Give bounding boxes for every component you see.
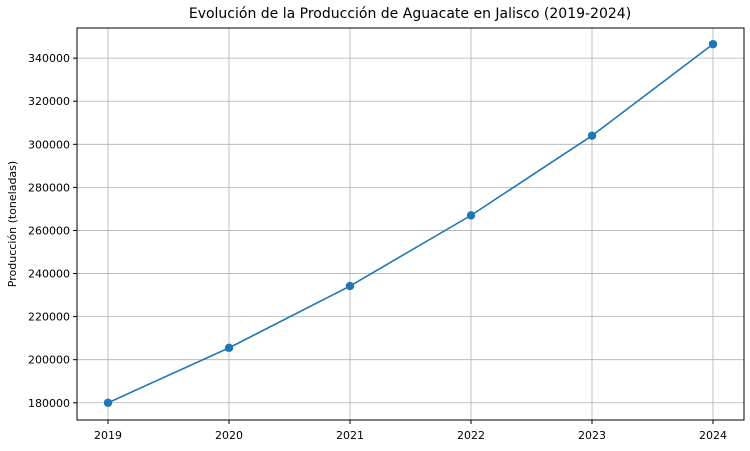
- y-tick-label: 320000: [28, 95, 70, 108]
- data-point: [345, 281, 355, 291]
- series-layer: [103, 39, 718, 407]
- y-tick-label: 200000: [28, 354, 70, 367]
- y-tick-label: 300000: [28, 138, 70, 151]
- y-axis: 180000 200000 220000 240000 260000 280000 3000…: [28, 52, 77, 410]
- y-tick-label: 240000: [28, 268, 70, 281]
- y-tick-label: 180000: [28, 397, 70, 410]
- y-tick-label: 340000: [28, 52, 70, 65]
- axes-frame: [76, 27, 745, 421]
- x-tick-label: 2021: [336, 429, 364, 442]
- grid: [77, 28, 744, 420]
- data-point: [587, 131, 597, 140]
- data-point: [224, 343, 234, 353]
- x-tick-label: 2019: [94, 429, 122, 442]
- data-point: [708, 39, 718, 49]
- data-point: [466, 211, 476, 220]
- x-tick-label: 2023: [578, 429, 606, 442]
- y-tick-label: 260000: [28, 224, 70, 237]
- chart-title: Evolución de la Producción de Aguacate e…: [189, 6, 631, 22]
- x-axis: 2019 2020 2021 2022 2023 2024: [94, 420, 727, 442]
- y-tick-label: 220000: [28, 311, 70, 324]
- series-line: [107, 43, 714, 404]
- y-tick-label: 280000: [28, 181, 70, 194]
- x-tick-label: 2024: [699, 429, 727, 442]
- x-tick-label: 2022: [457, 429, 485, 442]
- data-point: [103, 398, 113, 407]
- y-axis-label: Producción (toneladas): [6, 161, 19, 287]
- x-tick-label: 2020: [215, 429, 243, 442]
